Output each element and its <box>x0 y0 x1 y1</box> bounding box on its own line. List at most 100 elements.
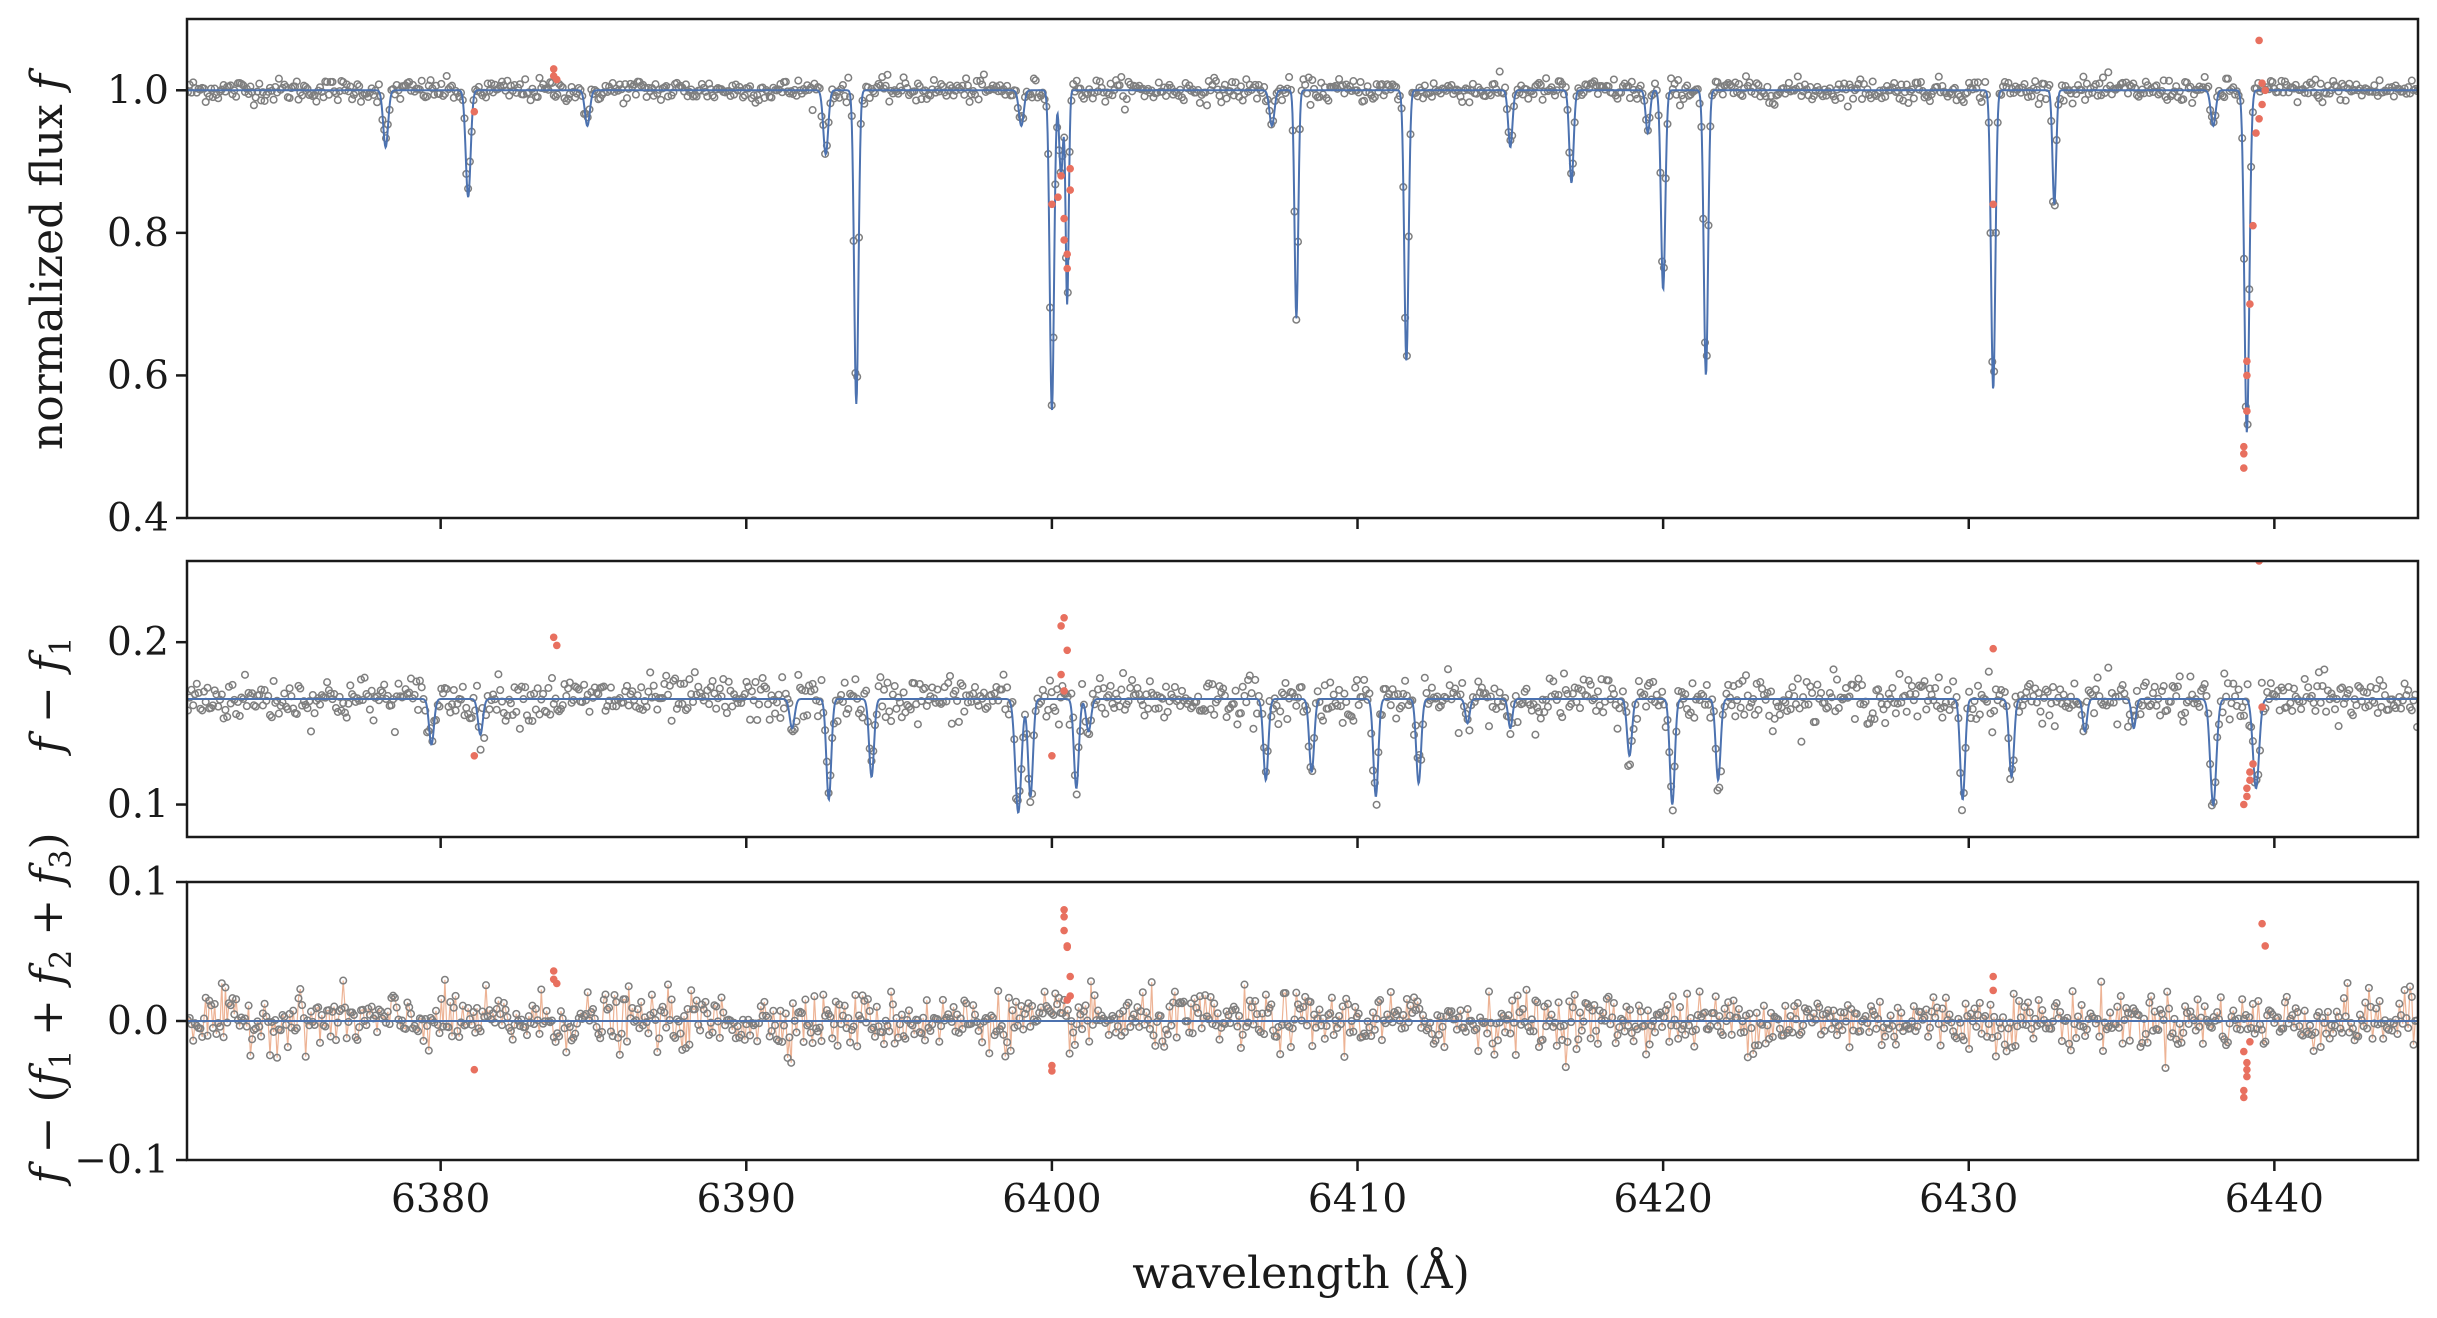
axes-frame <box>185 17 2420 520</box>
data-point <box>551 1037 560 1046</box>
data-point <box>2257 1025 2266 1034</box>
data-point <box>2245 721 2254 730</box>
data-point <box>1891 1040 1900 1049</box>
data-point <box>788 999 797 1008</box>
data-point <box>1151 704 1160 713</box>
data-point <box>1702 680 1711 690</box>
outlier-point <box>1063 646 1071 655</box>
data-point <box>1136 1007 1146 1016</box>
data-point <box>1881 92 1890 101</box>
data-point <box>430 90 439 99</box>
data-point <box>1604 992 1613 1001</box>
data-point <box>1202 101 1212 110</box>
data-point <box>787 1058 796 1067</box>
data-point <box>1040 95 1049 104</box>
data-point <box>2400 84 2409 93</box>
data-point <box>1645 678 1654 688</box>
data-point <box>2309 1046 2318 1056</box>
data-point <box>1556 1022 1565 1031</box>
data-point <box>2291 1004 2300 1013</box>
data-point <box>1354 700 1363 710</box>
data-point <box>2395 999 2404 1008</box>
data-point <box>1991 1052 2000 1061</box>
data-point <box>1484 722 1494 731</box>
data-point <box>2056 685 2065 694</box>
outlier-point <box>1048 1067 1056 1075</box>
data-point <box>1584 84 1594 93</box>
data-point <box>487 79 496 88</box>
data-point <box>1724 680 1733 689</box>
data-point <box>1217 98 1226 107</box>
data-point <box>265 711 275 720</box>
data-point <box>2218 91 2227 100</box>
data-point <box>2147 700 2156 709</box>
data-point <box>1413 997 1422 1006</box>
data-point <box>894 1033 903 1042</box>
outlier-point <box>2243 407 2251 415</box>
data-point <box>1277 96 1287 105</box>
data-point <box>1579 675 1588 684</box>
data-point <box>262 1012 271 1021</box>
data-point <box>1911 690 1920 699</box>
data-point <box>2241 697 2250 706</box>
data-point <box>1003 683 1012 692</box>
data-point <box>1011 997 1021 1006</box>
data-point <box>317 1010 326 1020</box>
data-point <box>1852 1009 1861 1018</box>
data-point <box>1299 1002 1308 1012</box>
data-point <box>2138 1038 2147 1047</box>
data-point <box>1281 678 1290 688</box>
data-point <box>958 1025 967 1034</box>
data-point <box>1531 996 1540 1005</box>
data-point <box>1276 707 1285 716</box>
data-point <box>1397 1024 1406 1033</box>
data-point <box>1356 77 1365 87</box>
data-point <box>376 686 385 695</box>
data-point <box>605 696 614 705</box>
data-point <box>1745 703 1754 712</box>
data-point <box>205 92 214 101</box>
data-point <box>617 1029 626 1038</box>
data-point <box>512 707 521 716</box>
data-point <box>321 1022 330 1031</box>
data-point <box>1779 696 1788 705</box>
data-point <box>2393 1029 2402 1039</box>
data-point <box>315 700 325 709</box>
data-point <box>883 70 892 79</box>
data-point <box>2147 992 2156 1001</box>
data-point <box>356 97 366 106</box>
data-point <box>1918 1015 1927 1024</box>
data-point <box>1954 1014 1963 1023</box>
outlier-point <box>1060 906 1068 914</box>
data-point <box>2357 697 2366 706</box>
data-point <box>1215 91 1224 100</box>
data-point <box>2302 693 2311 702</box>
data-point <box>2384 705 2393 714</box>
data-point <box>255 79 264 88</box>
data-point <box>1170 682 1179 692</box>
data-point <box>651 80 660 89</box>
data-point <box>2141 678 2150 687</box>
data-point <box>1797 1028 1806 1037</box>
data-point <box>1399 1010 1408 1020</box>
data-point <box>1957 806 1967 815</box>
data-point <box>681 80 690 89</box>
data-point <box>2229 1006 2238 1015</box>
data-point <box>1402 994 1411 1004</box>
y-tick-label: 0.0 <box>107 999 169 1044</box>
data-point <box>1376 996 1385 1005</box>
data-point <box>1274 720 1283 729</box>
outlier-point <box>1060 236 1068 244</box>
data-point <box>1718 90 1727 99</box>
data-point <box>1124 998 1133 1007</box>
data-point <box>1825 689 1834 698</box>
data-point <box>1474 677 1483 686</box>
y-tick-label: 0.8 <box>107 211 169 256</box>
data-point <box>1104 1030 1113 1039</box>
data-point <box>467 713 476 722</box>
data-point <box>740 91 749 100</box>
outlier-point <box>549 967 558 975</box>
data-point <box>1308 75 1317 85</box>
data-point <box>2311 706 2320 715</box>
data-point <box>1049 1010 1058 1019</box>
